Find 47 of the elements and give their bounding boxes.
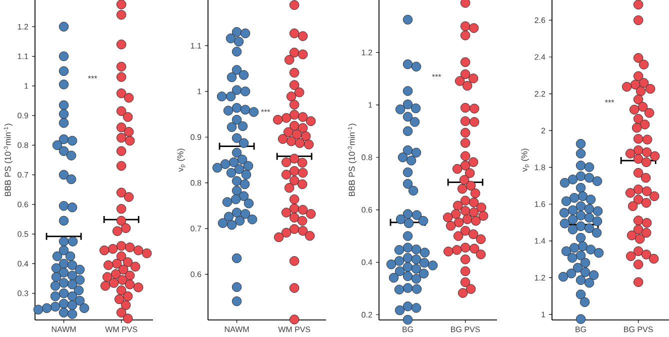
y-axis-title: BBB PS (10$^{-3}$min$^{-1}$) — [4, 124, 12, 196]
y-tick-label: 0.8 — [18, 142, 28, 148]
y-tick-label: 0.6 — [190, 271, 202, 278]
annotation: *** — [261, 109, 270, 112]
y-tick-label: 0.7 — [190, 226, 202, 232]
x-tick-label: WM PVS — [278, 326, 310, 332]
y-tick-label: 1 — [542, 312, 546, 318]
y-tick-label: 0.2 — [362, 312, 372, 318]
annotation: *** — [432, 74, 442, 77]
y-tick-label: 2.2 — [534, 90, 546, 97]
y-tick-label: 0.9 — [190, 134, 202, 140]
y-axis-title: BBB PS (10$^{-3}$min$^{-1}$) — [348, 124, 356, 196]
x-tick-label: BG PVS — [624, 326, 653, 332]
y-axis-title: v$_{p}$ (%) — [521, 148, 530, 172]
y-tick-label: 1 — [198, 88, 202, 94]
y-tick-label: 0.6 — [362, 206, 372, 213]
annotation: *** — [88, 76, 98, 78]
y-tick-label: 0.9 — [18, 112, 28, 118]
x-tick-label: BG — [402, 326, 413, 332]
y-tick-label: 1.1 — [190, 42, 202, 48]
y-tick-label: 0.7 — [18, 172, 28, 178]
y-tick-label: 1.4 — [534, 238, 546, 244]
y-tick-label: 0.3 — [18, 290, 28, 296]
y-tick-label: 2.6 — [534, 17, 546, 24]
x-tick-label: BG PVS — [451, 326, 480, 332]
y-tick-label: 0.8 — [190, 180, 202, 186]
y-tick-label: 1.1 — [18, 54, 28, 60]
y-tick-label: 2 — [541, 128, 546, 134]
y-tick-label: 0.8 — [362, 154, 372, 160]
y-tick-label: 1 — [368, 102, 372, 108]
y-tick-label: 0.5 — [18, 231, 28, 237]
y-tick-label: 0.4 — [18, 260, 28, 267]
y-tick-label: 1.6 — [534, 201, 546, 207]
y-tick-label: 1 — [24, 83, 28, 89]
x-tick-label: NAWM — [52, 326, 76, 332]
annotation: *** — [605, 100, 614, 102]
x-tick-label: WM PVS — [105, 326, 138, 332]
x-tick-label: NAWM — [224, 326, 249, 332]
y-axis-title: v$_{p}$ (%) — [177, 148, 186, 172]
x-tick-label: BG — [576, 326, 586, 332]
y-tick-label: 2.4 — [534, 54, 546, 60]
y-tick-label: 1.8 — [534, 164, 546, 170]
y-tick-label: 1.2 — [362, 50, 372, 56]
y-tick-label: 0.4 — [362, 259, 372, 266]
y-tick-label: 1.2 — [534, 274, 546, 280]
y-tick-label: 1.2 — [18, 24, 28, 30]
y-tick-label: 0.6 — [18, 202, 28, 208]
